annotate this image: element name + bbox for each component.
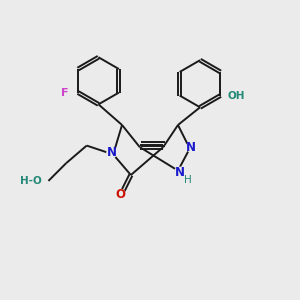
Circle shape [107,148,117,158]
Text: N: N [186,141,196,154]
Text: F: F [61,88,69,98]
Circle shape [60,88,70,98]
Text: H: H [184,175,192,185]
Circle shape [183,175,193,185]
Circle shape [186,142,196,152]
Circle shape [175,167,184,177]
Text: H-O: H-O [20,176,42,186]
Text: OH: OH [228,91,245,100]
Circle shape [116,189,125,199]
Text: N: N [107,146,117,159]
Circle shape [228,87,245,104]
Circle shape [21,172,40,190]
Text: N: N [174,166,184,178]
Text: O: O [116,188,126,201]
